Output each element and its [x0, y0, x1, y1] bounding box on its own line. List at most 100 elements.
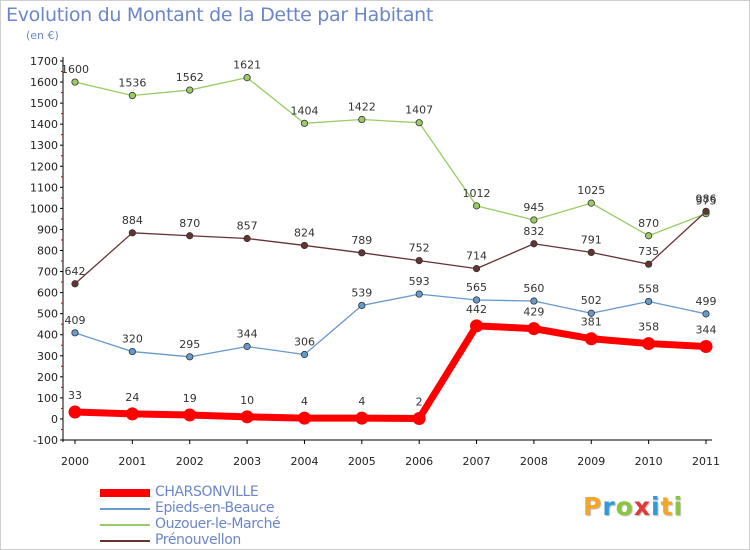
y-tick-label: 500 [37, 308, 58, 321]
x-tick-label: 2004 [290, 455, 318, 468]
data-label-3: 714 [466, 250, 487, 263]
data-label-2: 1012 [463, 187, 491, 200]
data-label-3: 789 [351, 234, 372, 247]
data-point-0 [699, 340, 713, 354]
logo-letter: P [583, 492, 603, 521]
y-tick-label: 1400 [30, 118, 58, 131]
data-point-3 [645, 260, 653, 268]
data-label-0: 33 [68, 389, 82, 402]
data-label-0: 19 [183, 392, 197, 405]
data-point-0 [297, 411, 311, 425]
data-label-3: 791 [581, 233, 602, 246]
data-point-2 [415, 119, 423, 127]
data-label-3: 884 [122, 214, 143, 227]
data-point-1 [472, 296, 481, 304]
data-label-1: 539 [351, 286, 372, 299]
data-point-1 [702, 310, 710, 318]
data-label-0: 24 [125, 391, 139, 404]
y-tick-label: 1600 [30, 76, 58, 89]
data-point-3 [702, 207, 710, 215]
x-tick-label: 2005 [348, 455, 376, 468]
legend-swatch [100, 540, 150, 542]
logo-letter: i [651, 492, 661, 521]
data-label-2: 1422 [348, 101, 376, 114]
data-label-1: 344 [237, 328, 258, 341]
data-point-0 [68, 405, 82, 419]
logo-letter: i [673, 492, 684, 521]
data-label-1: 560 [523, 282, 544, 295]
proxiti-logo: Proxiti [583, 492, 683, 521]
y-tick-label: 0 [51, 413, 58, 426]
logo-letter: x [633, 492, 651, 521]
data-label-3: 986 [696, 192, 717, 205]
y-tick-label: 1700 [30, 55, 58, 68]
x-tick-label: 2008 [520, 455, 548, 468]
data-point-1 [300, 350, 309, 359]
data-label-3: 857 [237, 219, 258, 232]
data-point-2 [300, 119, 309, 127]
data-label-2: 1025 [577, 184, 605, 197]
data-label-3: 824 [294, 226, 315, 239]
data-point-1 [186, 353, 194, 361]
legend-label: Ouzouer-le-Marché [155, 516, 281, 532]
data-point-0 [240, 410, 254, 424]
data-label-2: 1404 [290, 104, 318, 117]
y-tick-label: 1300 [30, 139, 58, 152]
data-point-3 [71, 280, 79, 288]
data-label-3: 870 [179, 217, 200, 230]
data-point-1 [71, 329, 79, 337]
data-label-2: 870 [638, 217, 659, 230]
data-point-2 [243, 74, 251, 82]
data-label-1: 502 [581, 294, 602, 307]
y-tick-label: 1000 [30, 202, 58, 215]
data-label-0: 2 [416, 396, 423, 409]
data-label-0: 358 [638, 321, 659, 334]
data-label-2: 1562 [176, 71, 204, 84]
data-label-1: 320 [122, 333, 143, 346]
y-tick-label: 1500 [30, 97, 58, 110]
y-tick-label: 1200 [30, 160, 58, 173]
data-label-0: 442 [466, 303, 487, 316]
legend-label: CHARSONVILLE [155, 484, 259, 500]
data-point-3 [358, 249, 366, 257]
x-tick-label: 2000 [61, 455, 89, 468]
data-point-0 [470, 319, 484, 333]
data-point-3 [300, 241, 309, 250]
x-tick-label: 2009 [577, 455, 605, 468]
data-point-0 [183, 408, 197, 422]
legend-label: Epieds-en-Beauce [155, 500, 275, 516]
x-tick-label: 2010 [635, 455, 663, 468]
unit-label: (en €) [26, 29, 59, 42]
y-tick-label: 200 [37, 371, 58, 384]
legend-swatch [100, 489, 150, 497]
data-point-1 [415, 290, 423, 298]
data-point-2 [358, 115, 366, 124]
y-tick-label: 600 [37, 287, 58, 300]
data-label-0: 344 [696, 324, 717, 337]
data-label-3: 752 [409, 242, 430, 255]
data-point-3 [415, 257, 423, 265]
x-tick-label: 2011 [692, 455, 720, 468]
data-point-1 [128, 347, 136, 356]
data-label-1: 409 [65, 314, 86, 327]
x-tick-label: 2003 [233, 455, 261, 468]
data-point-3 [530, 240, 538, 248]
data-label-2: 945 [523, 201, 544, 214]
chart-title: Evolution du Montant de la Dette par Hab… [6, 4, 434, 26]
data-label-1: 295 [179, 338, 200, 351]
x-tick-label: 2007 [463, 455, 491, 468]
data-label-2: 1536 [118, 77, 146, 90]
data-point-3 [587, 248, 595, 256]
data-label-2: 975 [696, 195, 717, 208]
data-label-1: 499 [696, 295, 717, 308]
series-line-2 [74, 76, 707, 237]
data-point-0 [527, 322, 541, 336]
data-point-0 [412, 412, 426, 426]
logo-letter: r [602, 492, 616, 521]
data-label-0: 429 [523, 306, 544, 319]
data-label-1: 558 [638, 282, 659, 295]
data-point-2 [472, 202, 481, 210]
data-point-3 [128, 229, 136, 237]
x-tick-label: 2002 [176, 455, 204, 468]
